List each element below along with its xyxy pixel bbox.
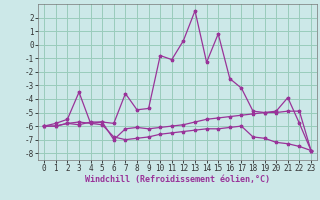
X-axis label: Windchill (Refroidissement éolien,°C): Windchill (Refroidissement éolien,°C) bbox=[85, 175, 270, 184]
